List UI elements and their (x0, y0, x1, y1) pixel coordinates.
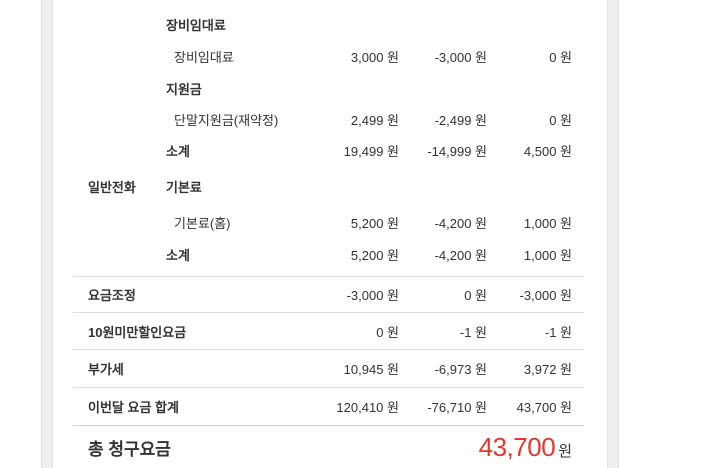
row-label-zone: 소계 (73, 141, 311, 160)
billed-amount: 43,700 원 (516, 400, 572, 415)
charge-amount: 3,000 원 (350, 49, 399, 65)
discount-amount: -6,973 원 (434, 362, 487, 377)
billed-amount: 0 원 (549, 49, 572, 65)
billed-amount: 4,500 원 (523, 143, 572, 159)
billed-amount: 1,000 원 (523, 215, 572, 231)
item-label: 장비임대료 (174, 49, 234, 65)
charge-amount: 120,410 원 (336, 400, 399, 415)
discount-amount: -2,499 원 (434, 112, 487, 128)
page-gutter-right (607, 0, 619, 468)
summary-label: 이번달 요금 합계 (88, 400, 179, 415)
row-label-zone: 이번달 요금 합계 (73, 397, 311, 416)
summary-row-fee-adjustment: 요금조정 -3,000 원 0 원 -3,000 원 (73, 276, 584, 312)
subtotal-label: 소계 (166, 247, 190, 263)
row-label-zone: 단말지원금(재약정) (73, 110, 311, 129)
row-label-zone: 지원금 (73, 79, 572, 98)
summary-row-month-total: 이번달 요금 합계 120,410 원 -76,710 원 43,700 원 (73, 387, 584, 425)
summary-label: 부가세 (88, 362, 124, 377)
row-label-zone: 장비임대료 (73, 15, 572, 34)
service-label: 일반전화 (88, 179, 136, 195)
total-amount-group: 43,700 원 (479, 432, 572, 463)
row-label-zone: 소계 (73, 245, 311, 264)
billed-amount: -1 원 (544, 324, 572, 340)
row-label-zone: 기본료(홈) (73, 213, 311, 232)
billed-amount: 3,972 원 (523, 362, 572, 377)
total-amount: 43,700 (478, 431, 556, 462)
row-label-zone: 총 청구요금 (73, 435, 479, 460)
subtotal-row: 소계 5,200 원 -4,200 원 1,000 원 (73, 238, 584, 270)
page-gutter-left (41, 0, 53, 468)
charge-amount: 5,200 원 (350, 247, 399, 263)
item-label: 기본료(홈) (174, 215, 231, 231)
currency-label: 원 (558, 442, 572, 460)
summary-label: 요금조정 (88, 288, 136, 303)
charge-group-row: 지원금 (73, 72, 584, 104)
total-billed-row: 총 청구요금 43,700 원 (73, 425, 584, 468)
discount-amount: -4,200 원 (434, 247, 487, 263)
billed-amount: -3,000 원 (519, 288, 572, 303)
row-label-zone: 부가세 (73, 359, 311, 378)
charge-amount: 19,499 원 (343, 143, 399, 159)
summary-row-vat: 부가세 10,945 원 -6,973 원 3,972 원 (73, 349, 584, 387)
discount-amount: -1 원 (459, 324, 487, 340)
group-label: 기본료 (166, 179, 202, 195)
discount-amount: 0 원 (464, 288, 487, 303)
charge-item-row: 단말지원금(재약정) 2,499 원 -2,499 원 0 원 (73, 104, 584, 134)
discount-amount: -4,200 원 (434, 215, 487, 231)
row-label-zone: 요금조정 (73, 285, 311, 304)
summary-row-under-10won-discount: 10원미만할인요금 0 원 -1 원 -1 원 (73, 312, 584, 349)
charge-group-row: 일반전화 기본료 (73, 166, 584, 206)
discount-amount: -14,999 원 (427, 143, 487, 159)
charge-amount: 0 원 (376, 324, 399, 340)
item-label: 단말지원금(재약정) (174, 112, 279, 128)
row-label-zone: 10원미만할인요금 (73, 322, 311, 341)
summary-label: 10원미만할인요금 (88, 324, 187, 340)
charge-item-row: 장비임대료 3,000 원 -3,000 원 0 원 (73, 40, 584, 72)
charge-group-row: 장비임대료 (73, 0, 584, 40)
row-label-zone: 장비임대료 (73, 47, 311, 66)
charge-amount: 5,200 원 (350, 215, 399, 231)
charge-amount: 10,945 원 (343, 362, 399, 377)
discount-amount: -3,000 원 (434, 49, 487, 65)
charge-amount: -3,000 원 (346, 288, 399, 303)
total-label: 총 청구요금 (88, 439, 171, 459)
discount-amount: -76,710 원 (427, 400, 487, 415)
billed-amount: 1,000 원 (523, 247, 572, 263)
billed-amount: 0 원 (549, 112, 572, 128)
subtotal-label: 소계 (166, 143, 190, 159)
row-label-zone: 일반전화 기본료 (73, 177, 572, 196)
charge-amount: 2,499 원 (350, 112, 399, 128)
subtotal-row: 소계 19,499 원 -14,999 원 4,500 원 (73, 134, 584, 166)
charge-item-row: 기본료(홈) 5,200 원 -4,200 원 1,000 원 (73, 206, 584, 238)
group-label: 지원금 (166, 81, 202, 97)
bill-detail-table: 장비임대료 장비임대료 3,000 원 -3,000 원 0 원 지원금 단말지… (53, 0, 607, 468)
group-label: 장비임대료 (166, 17, 226, 33)
